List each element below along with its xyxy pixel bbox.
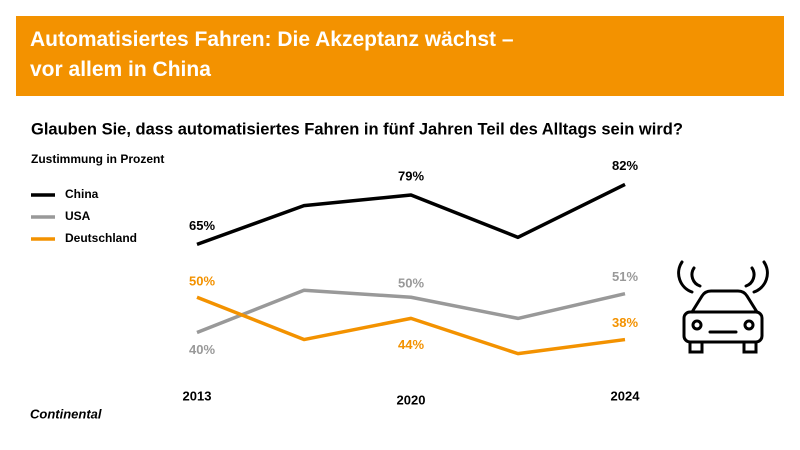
x-tick-label: 2013 <box>183 388 212 403</box>
value-label: 50% <box>189 274 215 289</box>
data-line <box>196 295 626 356</box>
value-label: 50% <box>398 276 424 291</box>
value-label: 82% <box>612 158 638 173</box>
value-label: 44% <box>398 337 424 352</box>
data-line <box>196 288 626 335</box>
legend-label: China <box>65 187 99 201</box>
x-tick-label: 2024 <box>611 388 641 403</box>
subtitle: Glauben Sie, dass automatisiertes Fahren… <box>31 120 683 138</box>
value-label: 40% <box>189 342 215 357</box>
legend-label: Deutschland <box>65 231 137 245</box>
title-banner: Automatisiertes Fahren: Die Akzeptanz wä… <box>16 16 784 96</box>
value-label: 65% <box>189 218 215 233</box>
y-label: Zustimmung in Prozent <box>31 152 164 166</box>
value-label: 79% <box>398 168 424 183</box>
value-label: 38% <box>612 315 638 330</box>
legend-label: USA <box>65 209 91 223</box>
x-tick-label: 2020 <box>397 392 426 407</box>
data-line <box>196 182 626 247</box>
car-icon <box>677 260 769 354</box>
title-line: Automatisiertes Fahren: Die Akzeptanz wä… <box>30 28 514 51</box>
title-line: vor allem in China <box>30 58 211 81</box>
source-logo: Continental <box>30 406 102 421</box>
value-label: 51% <box>612 269 638 284</box>
